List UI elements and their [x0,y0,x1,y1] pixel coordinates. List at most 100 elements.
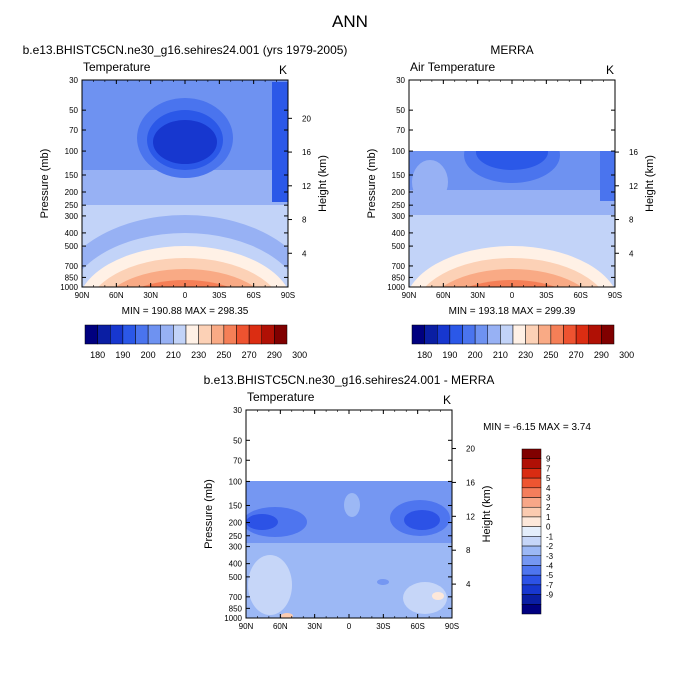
colorbar-label: 250 [543,350,558,360]
colorbar-swatch [521,497,542,508]
colorbar-swatch [198,324,212,345]
colorbar-label: 230 [518,350,533,360]
field-contour [248,555,292,615]
x-tick-label: 60S [247,291,261,300]
y-tick-label: 30 [233,406,242,415]
colorbar-swatch [261,324,275,345]
y-tick-label: 100 [65,147,79,156]
colorbar-swatch [449,324,463,345]
colorbar-label: 290 [594,350,609,360]
colorbar-swatch [521,604,542,615]
colorbar-swatch [185,324,199,345]
colorbar-swatch [521,477,542,489]
colorbar-swatch [110,324,124,345]
colorbar-label: -3 [546,552,554,561]
colorbar-swatch [521,506,542,518]
x-tick-label: 60N [436,291,451,300]
colorbar-swatch [122,324,136,345]
colorbar-label: 4 [546,484,551,493]
colorbar-swatch [411,324,425,345]
colorbar-swatch [521,555,542,566]
y-tick-label: 500 [392,242,406,251]
y-tick-label: 850 [65,273,79,282]
colorbar-swatch [97,324,111,345]
height-tick-label: 4 [629,249,634,258]
y-tick-label: 1000 [60,283,78,292]
colorbar-label: 210 [166,350,181,360]
colorbar-swatch [563,324,577,345]
y-tick-label: 250 [65,201,79,210]
colorbar-swatch [274,324,288,345]
panel-title: b.e13.BHISTC5CN.ne30_g16.sehires24.001 (… [23,43,348,57]
y-tick-label: 100 [229,477,243,486]
colorbar-label: 270 [242,350,257,360]
x-tick-label: 90S [608,291,622,300]
y-tick-label: 850 [392,273,406,282]
height-tick-label: 8 [629,216,634,225]
colorbar-swatch [521,545,542,557]
height-axis-label: Height (km) [317,155,329,212]
x-tick-label: 60N [109,291,124,300]
x-tick-label: 0 [510,291,515,300]
y-tick-label: 70 [396,126,405,135]
colorbar-label: 200 [468,350,483,360]
panel-difference: b.e13.BHISTC5CN.ne30_g16.sehires24.001 -… [203,373,591,631]
height-axis-label: Height (km) [481,486,493,543]
colorbar-label: 300 [619,350,634,360]
colorbar-label: 230 [191,350,206,360]
panel-units-label: K [443,393,451,407]
height-tick-label: 12 [466,512,475,521]
field-contour [600,151,615,201]
colorbar-label: 180 [90,350,105,360]
colorbar-label: 250 [216,350,231,360]
x-tick-label: 30N [143,291,158,300]
colorbar-label: -9 [546,591,554,600]
y-tick-label: 300 [65,212,79,221]
field-contour [246,514,278,530]
colorbar-swatch [550,324,564,345]
panel-merra: MERRA Air Temperature K 30 50 70 100 150 200 2… [366,43,656,317]
colorbar-swatch [521,458,542,469]
height-tick-label: 12 [629,182,638,191]
y-tick-label: 150 [229,501,243,510]
field-contour [403,582,447,614]
colorbar-label: 0 [546,523,551,532]
colorbar-swatch [500,324,514,345]
x-tick-label: 0 [347,622,352,631]
panel-model: b.e13.BHISTC5CN.ne30_g16.sehires24.001 (… [23,43,348,317]
colorbar-swatch [525,324,539,345]
stats-label: MIN = 193.18 MAX = 299.39 [449,306,576,317]
colorbar-swatch [135,324,149,345]
y-tick-label: 700 [229,593,243,602]
height-tick-label: 8 [466,546,471,555]
colorbar-label: 2 [546,503,551,512]
colorbar-model: 180 190 200 210 230 250 270 290 300 [84,324,307,360]
field-contour [432,592,444,600]
panel-title: MERRA [490,43,533,57]
colorbar-label: 210 [493,350,508,360]
colorbar-swatch [521,584,542,595]
height-tick-label: 4 [466,580,471,589]
y-tick-label: 50 [233,436,242,445]
colorbar-swatch [601,324,615,345]
y-tick-label: 300 [392,212,406,221]
y-tick-label: 700 [392,262,406,271]
x-tick-label: 90S [281,291,295,300]
x-tick-label: 90N [402,291,417,300]
colorbar-swatch [223,324,237,345]
colorbar-swatch [487,324,501,345]
y-tick-label: 250 [392,201,406,210]
height-tick-label: 12 [302,182,311,191]
panel-units-label: K [279,63,287,77]
x-tick-label: 60S [411,622,425,631]
colorbar-swatch [521,448,542,459]
field-contour [404,510,440,530]
panel-units-label: K [606,63,614,77]
height-tick-label: 16 [466,478,475,487]
field-contour [377,579,389,585]
field-contour [412,160,448,204]
colorbar-swatch [211,324,225,345]
height-axis-label: Height (km) [644,155,656,212]
